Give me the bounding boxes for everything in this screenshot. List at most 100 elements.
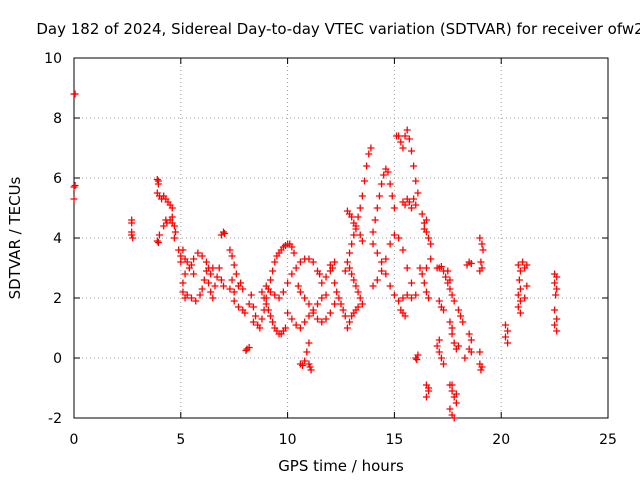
data-point — [153, 237, 161, 245]
data-point — [177, 252, 185, 260]
data-point — [316, 270, 324, 278]
data-point — [305, 300, 313, 308]
data-point — [301, 318, 309, 326]
data-point — [211, 282, 219, 290]
data-point — [328, 264, 336, 272]
data-point — [410, 195, 418, 203]
data-point — [405, 135, 413, 143]
x-tick-labels: 0 5 10 15 20 25 — [70, 432, 617, 448]
data-point — [386, 180, 394, 188]
data-point — [341, 312, 349, 320]
data-point — [435, 297, 443, 305]
data-point — [249, 303, 257, 311]
data-point — [373, 204, 381, 212]
data-point — [352, 225, 360, 233]
data-point — [129, 234, 137, 242]
data-point — [290, 249, 298, 257]
data-point — [331, 300, 339, 308]
data-point — [301, 294, 309, 302]
data-point — [523, 261, 531, 269]
data-point — [249, 318, 257, 326]
data-point — [269, 318, 277, 326]
data-point — [501, 321, 509, 329]
data-point — [275, 294, 283, 302]
data-point — [450, 297, 458, 305]
data-point — [226, 285, 234, 293]
data-point — [346, 264, 354, 272]
data-point — [318, 318, 326, 326]
data-point — [71, 182, 79, 189]
data-point — [318, 294, 326, 302]
data-point — [269, 267, 277, 275]
data-point — [414, 351, 422, 359]
data-point — [413, 356, 421, 363]
data-point — [375, 192, 383, 200]
data-point — [440, 360, 448, 368]
data-point — [516, 297, 524, 305]
data-point — [448, 330, 456, 338]
data-point — [294, 282, 302, 290]
data-point — [154, 180, 162, 188]
data-point — [363, 162, 371, 170]
data-point — [350, 231, 358, 239]
data-point — [378, 258, 386, 266]
data-point — [228, 276, 236, 284]
data-point — [551, 306, 559, 314]
data-point — [171, 228, 179, 236]
data-point — [501, 333, 509, 341]
data-point — [307, 366, 315, 374]
x-tick-label: 15 — [385, 432, 403, 448]
data-point — [412, 201, 420, 209]
data-points — [70, 90, 561, 422]
data-point — [405, 198, 413, 206]
data-point — [252, 312, 260, 320]
data-point — [267, 312, 275, 320]
data-point — [198, 285, 206, 293]
data-point — [450, 339, 458, 347]
data-point — [420, 279, 428, 287]
x-tick-label: 25 — [599, 432, 617, 448]
data-point — [354, 213, 362, 221]
data-point — [477, 258, 485, 266]
data-point — [446, 405, 454, 413]
data-point — [388, 192, 396, 200]
data-point — [322, 273, 330, 281]
data-point — [264, 306, 272, 314]
y-tick-label: 4 — [53, 231, 62, 247]
data-point — [373, 276, 381, 284]
data-point — [318, 279, 326, 287]
data-point — [292, 321, 300, 329]
data-point — [177, 258, 185, 266]
data-point — [403, 126, 411, 134]
data-point — [314, 315, 322, 323]
data-point — [465, 330, 473, 338]
x-tick-label: 10 — [279, 432, 297, 448]
y-tick-label: 0 — [53, 351, 62, 367]
data-point — [213, 273, 221, 281]
data-point — [267, 288, 275, 296]
data-point — [179, 279, 187, 287]
data-point — [234, 303, 242, 311]
data-point — [365, 150, 373, 158]
data-point — [220, 282, 228, 290]
y-axis-label: SDTVAR / TECUs — [6, 176, 24, 299]
data-point — [232, 270, 240, 278]
data-point — [380, 171, 388, 179]
y-tick-label: 10 — [44, 51, 62, 67]
data-point — [356, 231, 364, 239]
data-point — [247, 291, 255, 299]
data-point — [422, 393, 430, 401]
data-point — [128, 231, 136, 239]
data-point — [478, 240, 486, 248]
data-point — [237, 279, 245, 287]
data-point — [221, 230, 229, 237]
data-point — [390, 291, 398, 299]
data-point — [416, 264, 424, 272]
data-point — [382, 255, 390, 263]
data-point — [192, 297, 200, 305]
data-point — [551, 279, 559, 287]
data-point — [382, 270, 390, 278]
data-point — [369, 240, 377, 248]
data-point — [367, 144, 375, 152]
